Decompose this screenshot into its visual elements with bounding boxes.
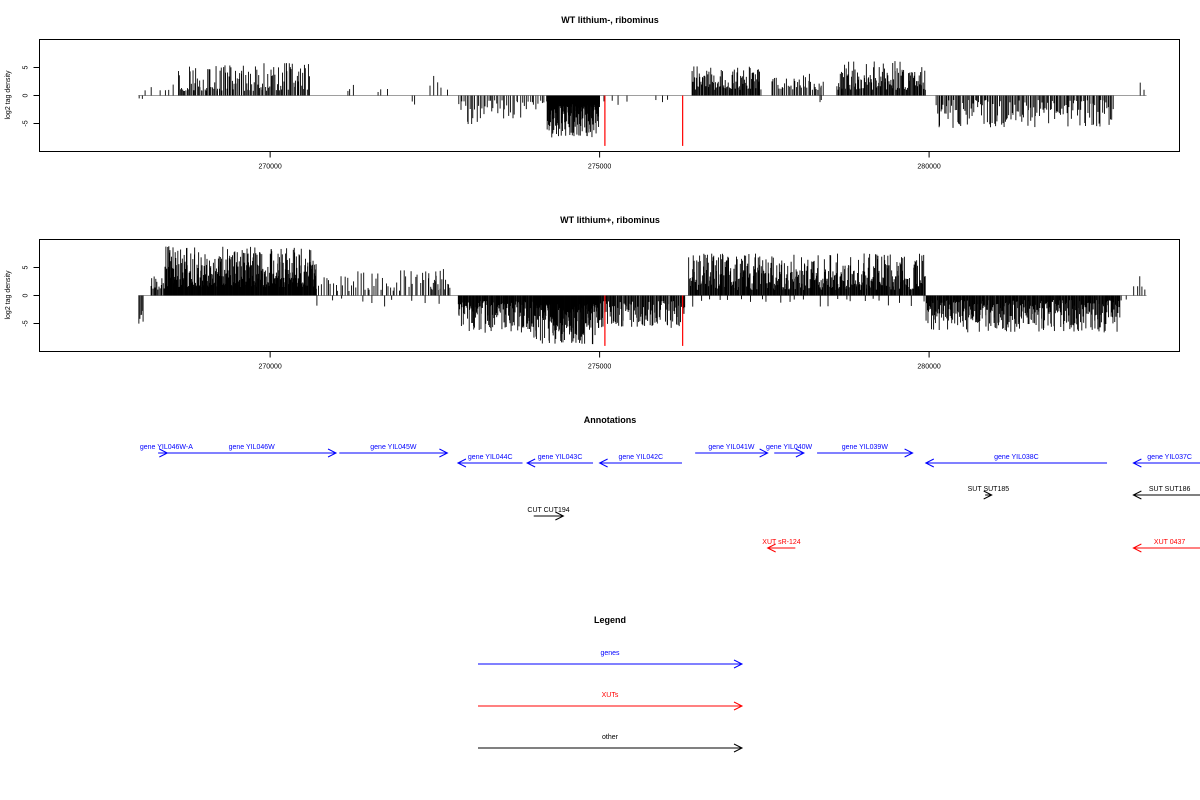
legend-label: XUTs [602, 692, 619, 699]
bar-group [138, 246, 1147, 346]
y-axis-label: log2 tag density [5, 270, 12, 320]
annotation-feature: gene YIL038C [924, 454, 1108, 468]
y-tick-label: -5 [23, 320, 30, 326]
x-tick-label: 270000 [258, 364, 281, 371]
panel-title: WT lithium+, ribominus [560, 215, 660, 225]
annotation-feature: XUT sR-124 [762, 539, 801, 553]
feature-label: gene YIL037C [1147, 454, 1192, 461]
y-tick-label: 5 [23, 265, 30, 269]
annotations-track: Annotations gene YIL046W-A gene YIL046W ge… [140, 415, 1200, 553]
annotation-feature: gene YIL046W-A [140, 444, 193, 458]
feature-label: gene YIL038C [994, 454, 1039, 461]
y-axis-label: log2 tag density [5, 70, 12, 120]
legend-entry: other [478, 734, 744, 753]
feature-label: SUT SUT186 [1149, 486, 1191, 493]
panel-title: WT lithium-, ribominus [561, 15, 659, 25]
plot-frame [39, 239, 1180, 352]
annotation-feature: CUT CUT194 [527, 507, 570, 521]
legend-items: genes XUTs other [478, 650, 744, 753]
coverage-panel-lithium-plus: WT lithium+, ribominus log2 tag density … [5, 215, 1180, 371]
axes: 270000 275000 280000 -5 0 5 [23, 65, 941, 170]
legend-entry: genes [478, 650, 744, 669]
annotation-feature: gene YIL041W [695, 444, 769, 458]
annotation-feature: gene YIL042C [598, 454, 682, 468]
annotation-feature: gene YIL045W [339, 444, 449, 458]
plot-frame [39, 39, 1180, 152]
legend-entry: XUTs [478, 692, 744, 711]
x-tick-label: 280000 [917, 164, 940, 171]
annotations-title: Annotations [584, 415, 637, 425]
y-tick-label: -5 [23, 120, 30, 126]
annotation-feature: gene YIL037C [1132, 454, 1200, 468]
annotation-feature: SUT SUT186 [1132, 486, 1200, 500]
y-tick-label: 5 [23, 65, 30, 69]
annotation-feature: SUT SUT185 [968, 486, 1010, 500]
feature-label: gene YIL044C [468, 454, 513, 461]
x-tick-label: 275000 [588, 364, 611, 371]
legend-title: Legend [594, 615, 626, 625]
feature-label: XUT sR-124 [762, 539, 800, 546]
coverage-panel-lithium-minus: WT lithium-, ribominus log2 tag density … [5, 15, 1180, 171]
y-tick-label: 0 [23, 293, 30, 297]
feature-label: gene YIL046W [229, 444, 276, 451]
legend: Legend genes XUTs other [478, 615, 744, 753]
feature-label: XUT 0437 [1154, 539, 1185, 546]
bar-group [138, 61, 1147, 146]
feature-label: gene YIL041W [708, 444, 755, 451]
feature-label: SUT SUT185 [968, 486, 1010, 493]
x-tick-label: 270000 [258, 164, 281, 171]
x-tick-label: 275000 [588, 164, 611, 171]
y-tick-label: 0 [23, 93, 30, 97]
feature-label: CUT CUT194 [527, 507, 569, 514]
annotation-feature: gene YIL046W [167, 444, 338, 458]
feature-label: gene YIL043C [538, 454, 583, 461]
annotation-feature: gene YIL044C [456, 454, 523, 468]
feature-label: gene YIL039W [842, 444, 889, 451]
annotation-feature: gene YIL040W [766, 444, 813, 458]
feature-label: gene YIL040W [766, 444, 813, 451]
annotation-feature: XUT 0437 [1132, 539, 1200, 553]
annotation-items: gene YIL046W-A gene YIL046W gene YIL045W ge… [140, 444, 1200, 553]
feature-label: gene YIL042C [618, 454, 663, 461]
axes: 270000 275000 280000 -5 0 5 [23, 265, 941, 370]
feature-label: gene YIL045W [370, 444, 417, 451]
annotation-feature: gene YIL039W [817, 444, 914, 458]
x-tick-label: 280000 [917, 364, 940, 371]
annotation-feature: gene YIL043C [526, 454, 594, 468]
legend-label: genes [600, 650, 620, 657]
legend-label: other [602, 734, 619, 741]
feature-label: gene YIL046W-A [140, 444, 193, 451]
